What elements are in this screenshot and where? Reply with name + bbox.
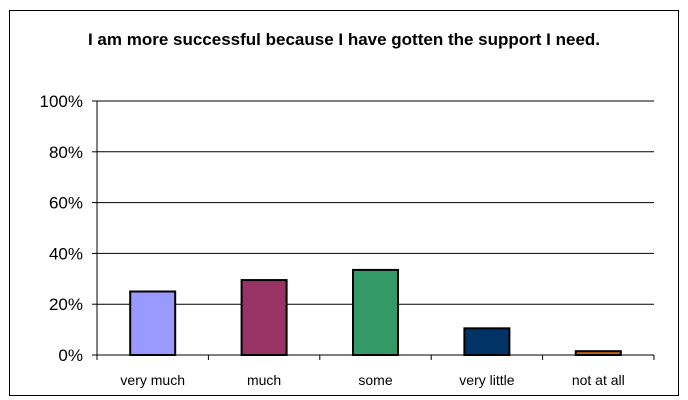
y-tick-label: 80%: [49, 143, 83, 162]
axes: [92, 100, 655, 360]
bar-not-at-all: [574, 350, 622, 357]
bar-very-little: [463, 327, 511, 356]
chart-title: I am more successful because I have gott…: [0, 28, 688, 51]
y-tick-labels: 0% 20% 40% 60% 80% 100%: [40, 92, 83, 365]
y-tick-label: 60%: [49, 194, 83, 213]
bars: [129, 268, 622, 357]
bar-very-much: [129, 290, 177, 356]
y-tick-label: 100%: [40, 92, 83, 111]
x-tick-labels: very much much some very little not at all: [120, 372, 624, 388]
bar-much: [240, 279, 288, 357]
x-tick-label: very much: [120, 372, 185, 388]
x-tick-label: very little: [459, 372, 514, 388]
y-tick-label: 20%: [49, 295, 83, 314]
y-tick-label: 0%: [58, 346, 83, 365]
x-tick-label: not at all: [572, 372, 625, 388]
x-tick-label: much: [247, 372, 281, 388]
chart-title-text: I am more successful because I have gott…: [87, 30, 601, 49]
y-tick-label: 40%: [49, 244, 83, 263]
x-tick-label: some: [358, 372, 392, 388]
bar-some: [352, 268, 399, 356]
